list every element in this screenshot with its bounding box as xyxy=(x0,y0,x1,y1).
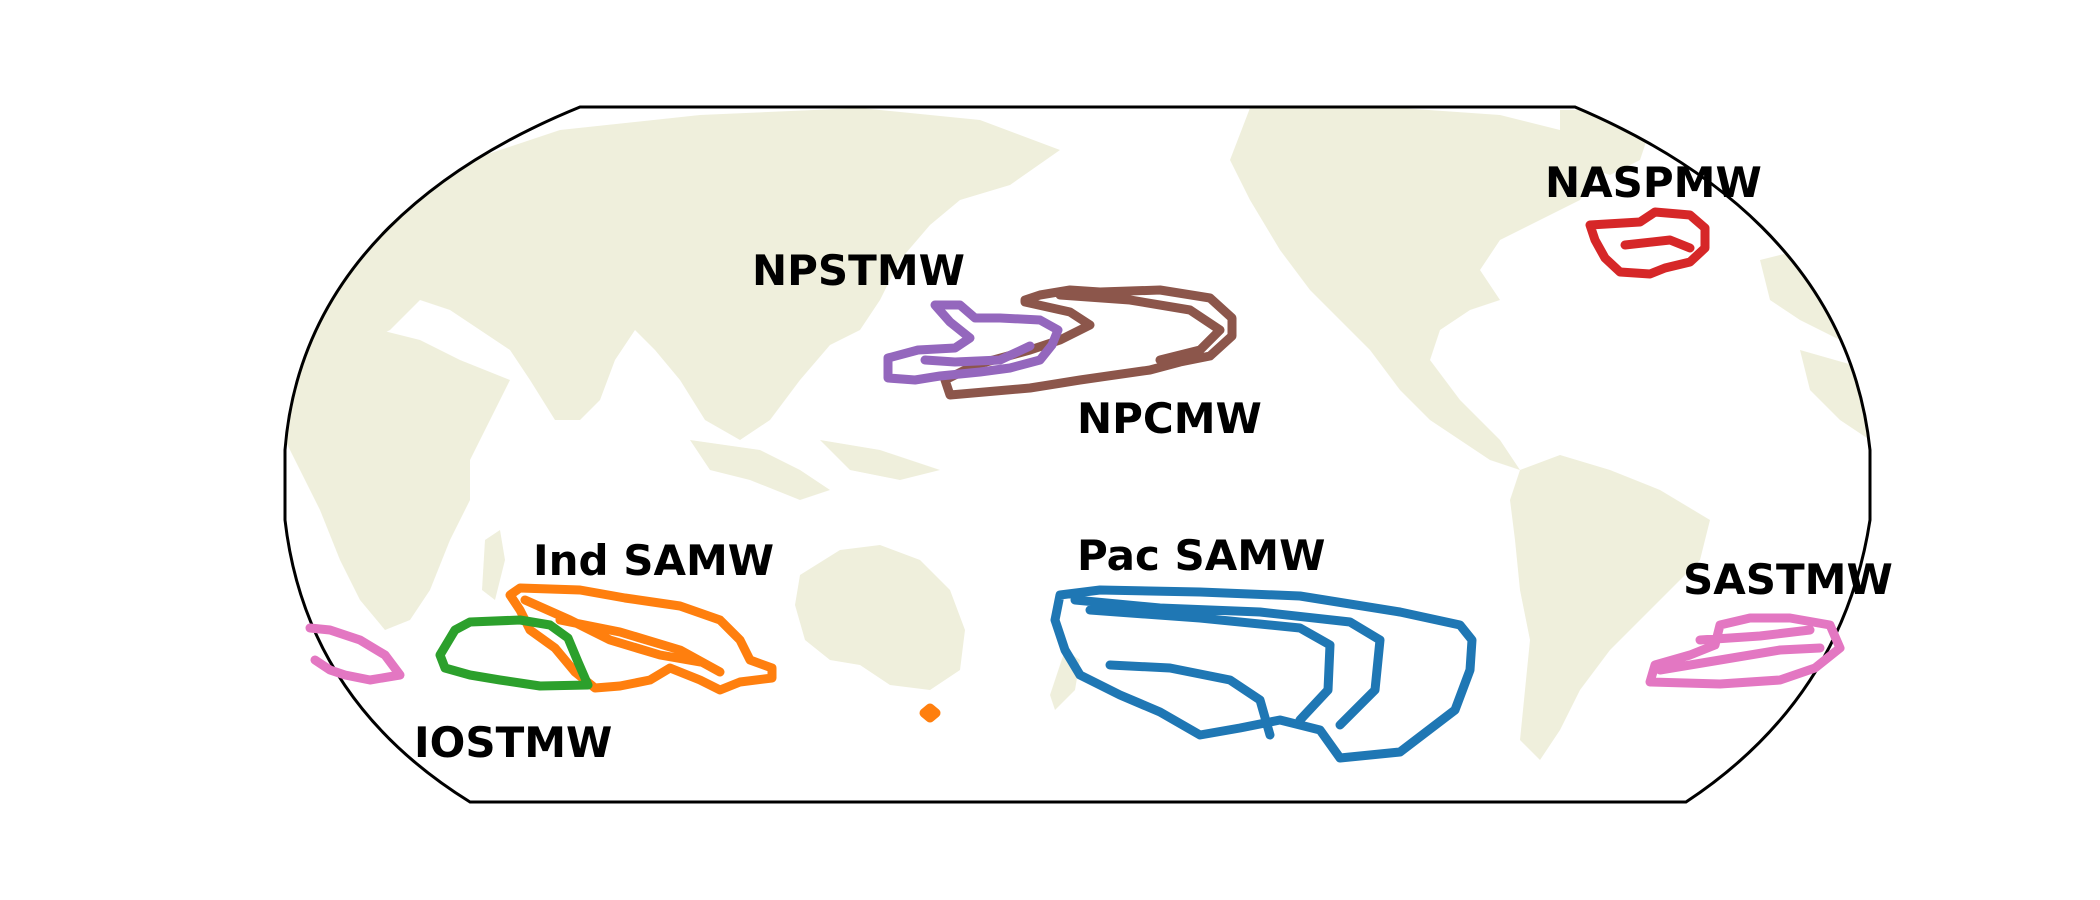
land-north-america xyxy=(1230,108,1600,470)
region-iostmw xyxy=(435,615,593,691)
land-indonesia xyxy=(690,440,940,500)
region-pac-samw xyxy=(1050,585,1477,763)
region-npstmw xyxy=(883,300,1063,385)
land-madagascar xyxy=(482,530,505,600)
label-ind-samw: Ind SAMW xyxy=(533,536,774,585)
region-npcmw xyxy=(940,285,1237,400)
land-south-america xyxy=(1510,455,1710,760)
water-mass-regions xyxy=(305,207,1845,763)
label-sastmw: SASTMW xyxy=(1683,555,1893,604)
land-eurasia xyxy=(285,108,1060,440)
region-ind-samw xyxy=(505,583,777,695)
label-iostmw: IOSTMW xyxy=(414,718,612,767)
map-frame xyxy=(283,105,1872,804)
land-australia xyxy=(795,545,965,690)
label-pac-samw: Pac SAMW xyxy=(1077,531,1325,580)
label-npcmw: NPCMW xyxy=(1077,394,1262,443)
region-sastmw-wrap xyxy=(305,623,405,685)
region-naspmw xyxy=(1585,207,1710,279)
region-sastmw xyxy=(1645,613,1845,689)
label-naspmw: NASPMW xyxy=(1545,158,1762,207)
land-europe-west xyxy=(1760,250,1870,360)
label-npstmw: NPSTMW xyxy=(752,246,965,295)
land-africa xyxy=(285,320,510,630)
region-labels: NASPMW NPSTMW NPCMW Ind SAMW IOSTMW Pac … xyxy=(414,158,1893,767)
region-ind-samw-dot xyxy=(919,703,941,723)
